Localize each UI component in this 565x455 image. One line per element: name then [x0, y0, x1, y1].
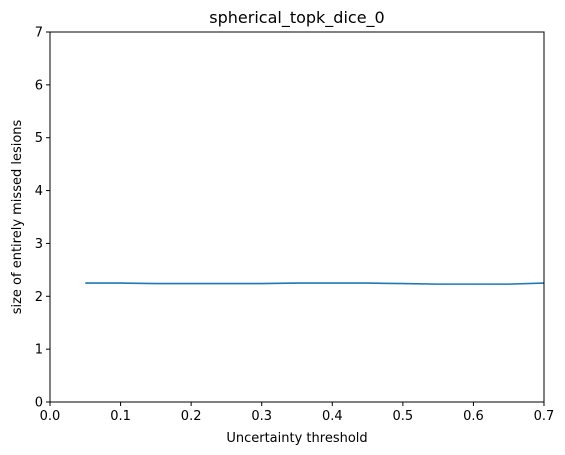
series-line-0 — [85, 282, 545, 285]
series-layer — [85, 282, 545, 285]
y-tick-label: 7 — [35, 26, 43, 41]
x-tick-label: 0.1 — [110, 409, 131, 424]
x-axis: 0.0 0.1 0.2 0.3 0.4 0.5 0.6 0.7 — [40, 402, 555, 424]
x-tick-label: 0.6 — [463, 409, 484, 424]
x-tick-label: 0.3 — [251, 409, 272, 424]
y-tick-label: 1 — [35, 343, 43, 358]
x-axis-label: Uncertainty threshold — [226, 431, 367, 446]
y-tick-label: 4 — [35, 184, 43, 199]
y-axis-label: size of entirely missed lesions — [10, 119, 25, 314]
y-tick-label: 6 — [35, 78, 43, 93]
plot-area — [49, 31, 545, 403]
x-tick-label: 0.4 — [322, 409, 343, 424]
y-axis: 0 1 2 3 4 5 6 7 — [35, 26, 50, 411]
y-tick-label: 2 — [35, 290, 43, 305]
plot-frame — [49, 31, 545, 403]
x-tick-label: 0.0 — [40, 409, 61, 424]
chart-title: spherical_topk_dice_0 — [209, 8, 384, 28]
y-tick-label: 5 — [35, 131, 43, 146]
y-tick-label: 0 — [35, 396, 43, 411]
x-tick-label: 0.5 — [393, 409, 414, 424]
x-tick-label: 0.7 — [534, 409, 555, 424]
y-tick-label: 3 — [35, 237, 43, 252]
x-tick-label: 0.2 — [181, 409, 202, 424]
